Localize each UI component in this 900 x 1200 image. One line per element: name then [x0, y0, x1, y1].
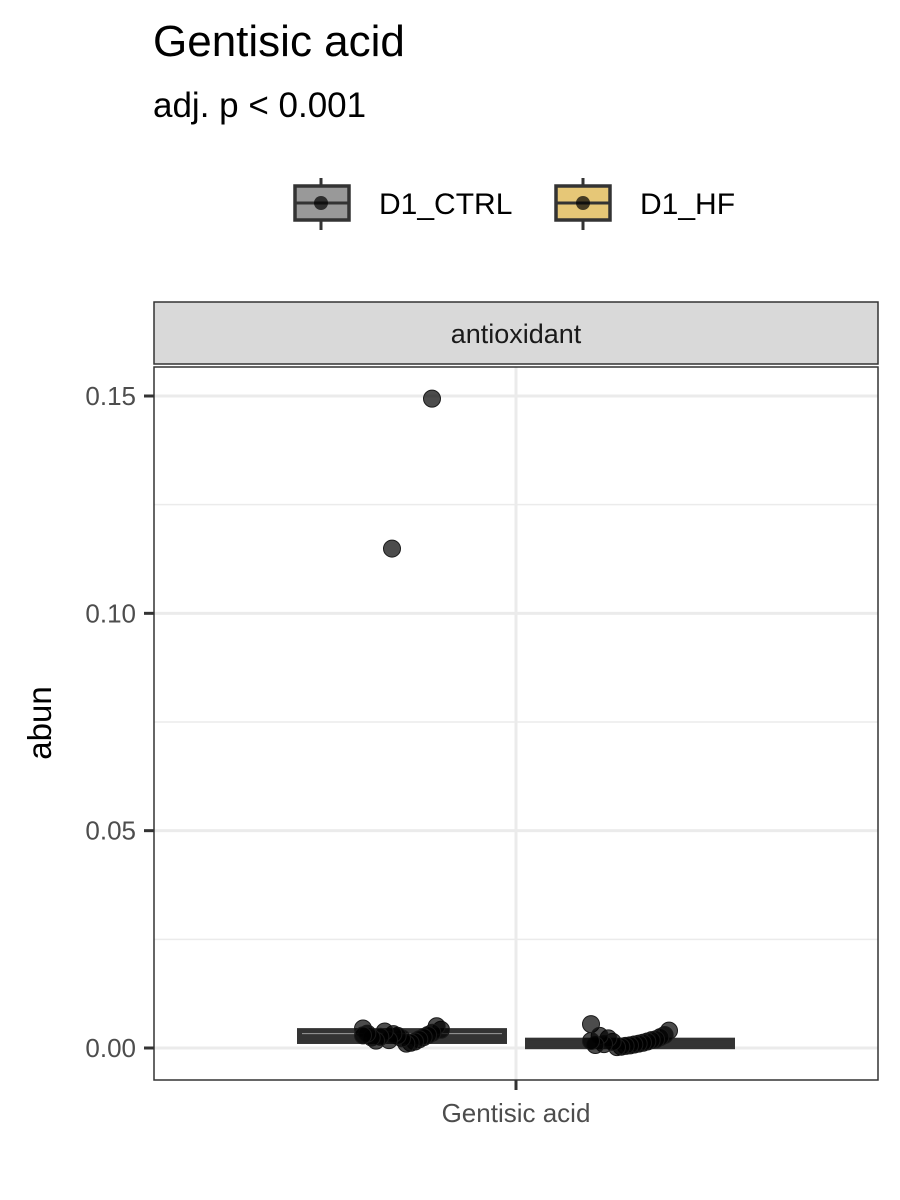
chart-title: Gentisic acid — [153, 17, 405, 66]
facet-strip-label: antioxidant — [451, 319, 582, 349]
y-tick-label: 0.00 — [85, 1033, 136, 1063]
legend-label-d1-hf: D1_HF — [640, 188, 735, 221]
legend-key-d1-hf — [554, 178, 612, 230]
y-axis-title: abun — [21, 686, 58, 759]
outlier-point — [383, 539, 401, 558]
x-tick-label: Gentisic acid — [442, 1098, 591, 1128]
legend: D1_CTRL D1_HF — [293, 178, 735, 230]
data-marks — [297, 389, 735, 1057]
outlier-point — [423, 389, 441, 408]
y-tick-label: 0.05 — [85, 816, 136, 846]
y-tick-label: 0.15 — [85, 381, 136, 411]
legend-key-d1-ctrl — [293, 178, 351, 230]
data-point — [354, 1026, 372, 1045]
y-tick-label: 0.10 — [85, 598, 136, 628]
grid-lines — [154, 367, 878, 1080]
chart-subtitle: adj. p < 0.001 — [153, 86, 366, 125]
data-point — [582, 1032, 600, 1051]
legend-label-d1-ctrl: D1_CTRL — [379, 188, 512, 221]
axes: 0.00 0.05 0.10 0.15 Gentisic acid — [85, 381, 590, 1128]
facet-strip: antioxidant — [153, 301, 879, 365]
